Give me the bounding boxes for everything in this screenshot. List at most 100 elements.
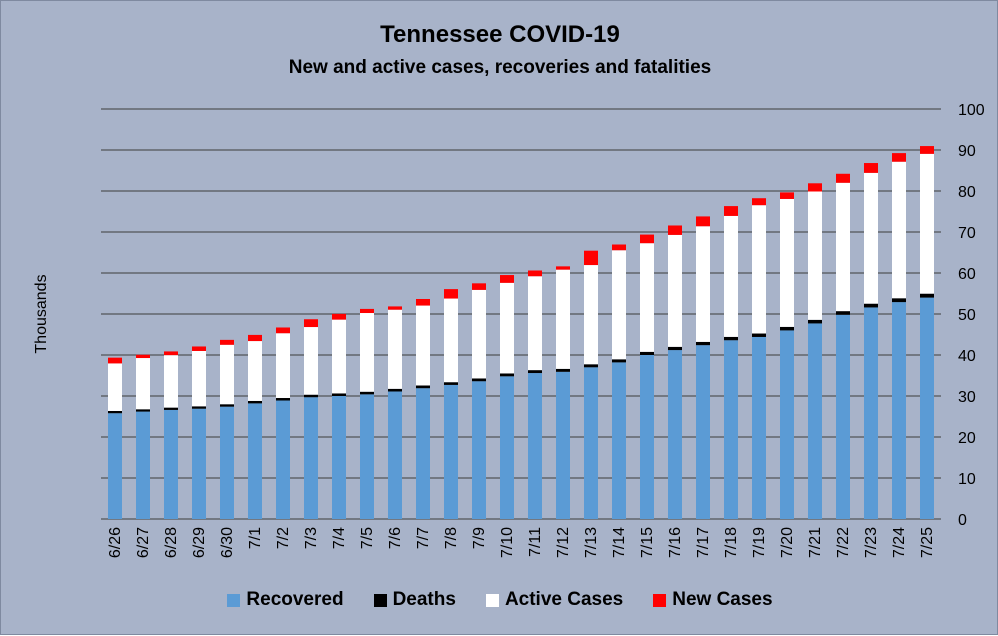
bar-new-cases <box>192 346 206 351</box>
legend-swatch <box>485 593 499 607</box>
bar-new-cases <box>528 270 542 277</box>
bar-deaths <box>220 404 234 407</box>
bar-recovered <box>472 381 486 519</box>
bar-new-cases <box>360 308 374 314</box>
bar-active-cases <box>136 358 150 410</box>
y-tick-label: 30 <box>958 389 976 406</box>
y-tick-label: 80 <box>958 184 976 201</box>
bar-deaths <box>304 394 318 398</box>
bar-active-cases <box>836 182 850 312</box>
bar-new-cases <box>836 173 850 183</box>
bar-recovered <box>556 371 570 519</box>
bar-recovered <box>528 373 542 519</box>
x-tick-label: 7/16 <box>667 527 684 558</box>
legend-label: Active Cases <box>504 589 624 610</box>
bar-active-cases <box>220 344 234 405</box>
x-tick-label: 7/20 <box>779 527 796 558</box>
bar-new-cases <box>612 244 626 251</box>
bar-new-cases <box>108 357 122 364</box>
bar-deaths <box>668 346 682 351</box>
x-tick-label: 7/11 <box>527 527 544 557</box>
x-tick-label: 7/10 <box>499 527 516 558</box>
bar-new-cases <box>864 163 878 173</box>
x-tick-label: 7/18 <box>723 527 740 558</box>
bar-deaths <box>780 326 794 331</box>
y-tick-label: 90 <box>958 143 976 160</box>
bar-deaths <box>108 410 122 414</box>
bar-deaths <box>500 373 514 377</box>
bar-new-cases <box>416 298 430 306</box>
bar-deaths <box>724 336 738 341</box>
bar-recovered <box>164 409 178 519</box>
bar-recovered <box>388 391 402 519</box>
bar-deaths <box>584 364 598 368</box>
bar-deaths <box>920 293 934 298</box>
x-tick-label: 7/17 <box>695 527 712 558</box>
bar-active-cases <box>416 305 430 386</box>
bar-new-cases <box>500 275 514 283</box>
bar-new-cases <box>472 283 486 290</box>
y-tick-label: 0 <box>958 512 967 529</box>
bar-recovered <box>864 307 878 519</box>
x-tick-label: 7/5 <box>359 527 376 549</box>
bar-recovered <box>192 408 206 519</box>
bar-new-cases <box>696 216 710 227</box>
bar-recovered <box>304 397 318 519</box>
bar-recovered <box>668 350 682 519</box>
x-tick-label: 7/2 <box>275 527 292 549</box>
chart-subtitle: New and active cases, recoveries and fat… <box>288 57 712 78</box>
x-tick-label: 7/13 <box>583 527 600 558</box>
y-tick-label: 10 <box>958 471 976 488</box>
x-tick-label: 7/9 <box>471 527 488 549</box>
bar-deaths <box>136 409 150 412</box>
y-tick-label: 20 <box>958 430 976 447</box>
bar-active-cases <box>388 309 402 389</box>
bar-new-cases <box>920 146 934 154</box>
bar-active-cases <box>668 234 682 347</box>
x-tick-label: 7/12 <box>555 527 572 558</box>
bar-active-cases <box>528 276 542 371</box>
bar-new-cases <box>304 319 318 328</box>
legend-swatch <box>373 593 387 607</box>
bar-active-cases <box>640 243 654 352</box>
bar-deaths <box>192 406 206 409</box>
bar-recovered <box>220 406 234 519</box>
bar-active-cases <box>808 191 822 320</box>
x-tick-label: 6/26 <box>107 527 124 558</box>
bar-recovered <box>136 411 150 519</box>
bar-new-cases <box>388 306 402 310</box>
bar-active-cases <box>780 198 794 327</box>
bar-active-cases <box>584 265 598 365</box>
x-tick-label: 7/22 <box>835 527 852 558</box>
bar-active-cases <box>556 269 570 369</box>
bar-deaths <box>892 298 906 303</box>
bar-deaths <box>556 368 570 372</box>
chart-title: Tennessee COVID-19 <box>380 21 620 48</box>
bar-new-cases <box>276 327 290 334</box>
x-tick-label: 7/25 <box>919 527 936 558</box>
bar-new-cases <box>668 225 682 235</box>
legend-item: Recovered <box>227 589 344 611</box>
bar-new-cases <box>248 334 262 342</box>
x-tick-label: 7/23 <box>863 527 880 558</box>
x-tick-label: 7/1 <box>247 527 264 549</box>
bar-new-cases <box>556 266 570 270</box>
bar-deaths <box>612 359 626 363</box>
legend-swatch <box>227 593 241 607</box>
x-tick-label: 6/28 <box>163 527 180 558</box>
bar-recovered <box>500 376 514 519</box>
bar-new-cases <box>444 289 458 299</box>
x-tick-label: 7/3 <box>303 527 320 549</box>
x-tick-label: 6/29 <box>191 527 208 558</box>
bar-deaths <box>640 351 654 355</box>
y-tick-label: 40 <box>958 348 976 365</box>
bar-active-cases <box>500 282 514 374</box>
bar-recovered <box>780 330 794 519</box>
x-tick-label: 7/8 <box>443 527 460 549</box>
bar-active-cases <box>724 215 738 337</box>
bar-active-cases <box>192 350 206 407</box>
y-tick-label: 70 <box>958 225 976 242</box>
bar-deaths <box>164 407 178 410</box>
